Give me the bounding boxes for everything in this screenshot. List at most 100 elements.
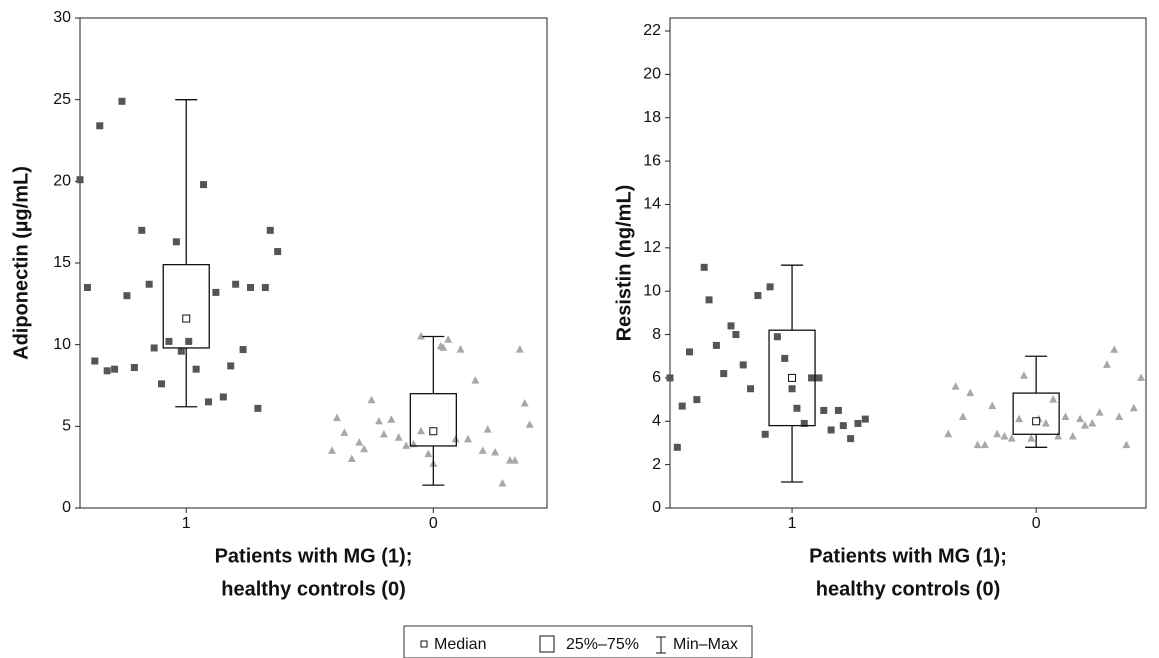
point [693,396,701,404]
point [747,385,755,393]
point [1115,412,1124,420]
point [980,440,989,449]
point [200,181,208,189]
legend-box-icon [539,635,555,653]
legend-box [403,625,753,658]
x-tick-label: 1 [788,515,797,532]
y-tick-label: 14 [643,196,661,213]
point [686,348,694,356]
point [1007,434,1016,442]
point [103,367,111,375]
point [498,479,507,487]
point [1015,414,1024,423]
legend-label: Min–Max [673,636,738,653]
y-tick-label: 15 [53,254,71,271]
point [340,428,349,436]
point [993,429,1002,438]
point [456,345,465,353]
point [1122,440,1131,449]
point [328,446,337,454]
y-tick-label: 12 [643,239,661,256]
point [130,364,138,372]
y-tick-label: 16 [643,152,661,169]
point [172,238,180,246]
point [766,283,774,291]
median [182,314,191,323]
point [347,454,356,462]
point [246,284,254,291]
point [83,284,91,291]
point [1080,421,1089,429]
point [820,406,828,414]
point [712,341,720,349]
point [773,333,781,341]
point [1110,345,1119,353]
point [1054,431,1063,440]
point [958,412,967,420]
point [739,361,747,369]
point [145,280,153,288]
point [451,434,460,443]
point [416,332,425,340]
point [1041,418,1050,427]
point [525,420,534,428]
y-tick-label: 10 [53,336,71,353]
legend-label: Median [434,636,486,653]
point [1027,434,1036,442]
point [944,429,953,438]
legend-median-icon [420,640,428,648]
x-axis-label: healthy controls (0) [816,578,1000,600]
y-tick-label: 6 [652,369,661,386]
point [76,176,84,184]
y-tick-label: 20 [643,66,661,83]
legend-whisker-icon [656,636,666,654]
x-axis-label: Patients with MG (1); [215,545,413,567]
point [379,430,388,438]
point [678,402,686,410]
point [839,422,847,430]
y-tick-label: 22 [643,22,661,39]
point [463,434,472,443]
point [727,322,735,330]
point [227,362,235,370]
point [192,365,200,373]
point [158,380,166,388]
point [91,357,99,365]
y-tick-label: 8 [652,326,661,343]
x-axis-label: healthy controls (0) [221,578,405,600]
y-tick-label: 2 [652,456,661,473]
point [973,440,982,449]
y-tick-label: 25 [53,91,71,108]
point [1000,431,1009,440]
y-tick-label: 10 [643,282,661,299]
point [793,404,801,412]
point [1102,360,1111,368]
y-tick-label: 0 [62,499,71,516]
point [700,263,708,271]
point [150,344,158,352]
point [1137,373,1146,381]
point [666,374,674,382]
point [261,284,269,291]
median [429,427,438,436]
point [847,435,855,443]
point [1076,414,1085,423]
point [854,419,862,427]
point [861,415,869,423]
box [768,329,816,427]
point [394,433,403,441]
median [788,373,797,382]
x-tick-label: 0 [429,515,438,532]
point [1095,408,1104,416]
y-axis-label: Adiponectin (µg/mL) [10,166,32,360]
point [232,280,240,288]
point [1061,412,1070,420]
point [800,419,808,427]
point [720,370,728,378]
point [1068,431,1077,440]
point [520,398,529,407]
point [1049,395,1058,403]
plot-frame [669,17,1147,509]
x-axis-label: Patients with MG (1); [809,545,1007,567]
